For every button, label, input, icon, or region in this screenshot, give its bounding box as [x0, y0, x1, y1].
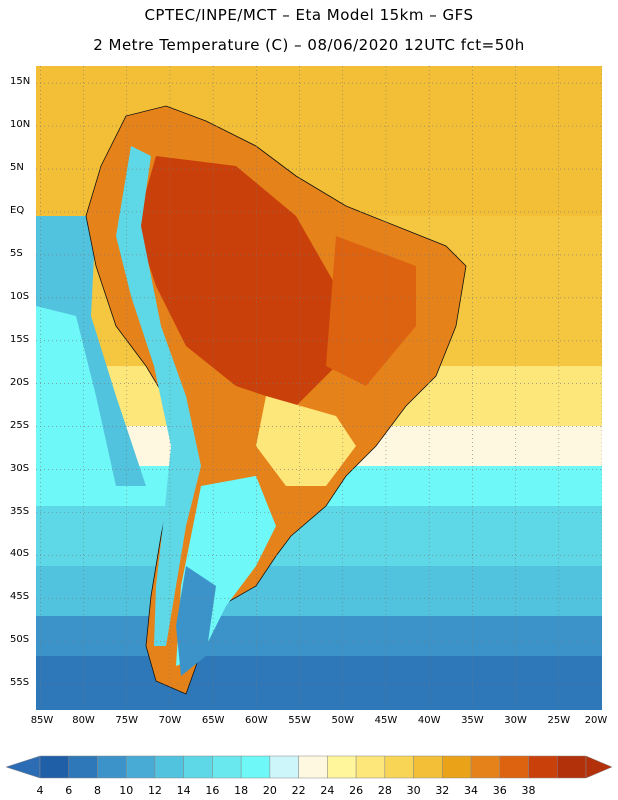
latitude-tick-label: 10N	[10, 119, 31, 131]
longitude-tick-label: 55W	[288, 715, 311, 726]
latitude-tick-label: 20S	[10, 376, 30, 388]
latitude-tick-label: 50S	[10, 634, 30, 646]
longitude-tick-label: 80W	[72, 715, 95, 726]
colorbar-tick-label: 22	[291, 784, 306, 797]
latitude-tick-label: 5S	[10, 247, 23, 259]
chart-title-line2: 2 Metre Temperature (C) – 08/06/2020 12U…	[93, 36, 525, 54]
longitude-tick-label: 40W	[417, 715, 441, 726]
latitude-tick-label: 45S	[10, 591, 30, 603]
colorbar-segment	[240, 755, 271, 779]
colorbar-tick-label: 10	[119, 784, 134, 797]
amazon-hot-core	[136, 156, 336, 406]
longitude-tick-label: 20W	[584, 715, 608, 726]
colorbar-segment	[298, 755, 328, 779]
northeast-hot-region	[326, 236, 416, 386]
colorbar-segment	[327, 755, 357, 779]
colorbar-segment	[125, 755, 156, 779]
latitude-tick-label: 5N	[10, 162, 24, 174]
temperature-map	[36, 66, 602, 710]
colorbar-segment	[355, 755, 386, 779]
colorbar-tick-label: 6	[65, 784, 73, 797]
colorbar-segment	[183, 755, 213, 779]
colorbar-tick-label: 26	[349, 784, 364, 797]
latitude-tick-label: 55S	[10, 677, 30, 689]
longitude-tick-label: 45W	[374, 715, 398, 726]
ocean-cool-band-2	[36, 506, 602, 566]
colorbar-segment	[499, 755, 529, 779]
latitude-tick-label: 15S	[10, 333, 30, 345]
longitude-tick-label: 75W	[115, 715, 139, 726]
colorbar-segment	[557, 755, 587, 779]
latitude-tick-label: 40S	[10, 548, 30, 560]
colorbar-tick-label: 14	[176, 784, 191, 797]
colorbar-segment	[97, 755, 127, 779]
longitude-tick-label: 30W	[504, 715, 527, 726]
longitude-tick-label: 65W	[201, 715, 225, 726]
colorbar-tick-label: 32	[435, 784, 450, 797]
latitude-tick-label: 10S	[10, 290, 30, 302]
latitude-tick-label: 15N	[10, 76, 31, 88]
colorbar-segment	[68, 755, 98, 779]
graticule	[36, 66, 602, 710]
latitude-tick-label: EQ	[10, 204, 25, 216]
temperature-colorbar	[5, 755, 613, 779]
colorbar-tick-label: 28	[377, 784, 392, 797]
latitude-tick-label: 35S	[10, 505, 30, 517]
colorbar-tick-label: 38	[521, 784, 536, 797]
colorbar-segment	[269, 755, 299, 779]
colorbar-tick-label: 30	[406, 784, 421, 797]
colorbar-segment	[39, 755, 69, 779]
latitude-tick-label: 25S	[10, 419, 30, 431]
colorbar-over-arrow	[585, 755, 613, 779]
andes-cool-strip	[116, 146, 201, 646]
longitude-tick-label: 50W	[331, 715, 355, 726]
ocean-polar-band	[36, 656, 602, 710]
colorbar-segment	[413, 755, 443, 779]
ocean-cold-band-2	[36, 616, 602, 656]
chart-title-line1: CPTEC/INPE/MCT – Eta Model 15km – GFS	[144, 6, 474, 24]
pacific-coastal-band	[36, 306, 116, 486]
colorbar-tick-label: 16	[205, 784, 220, 797]
longitude-tick-label: 25W	[547, 715, 571, 726]
colorbar-segment	[384, 755, 414, 779]
colorbar-tick-label: 36	[492, 784, 507, 797]
longitude-tick-label: 85W	[30, 715, 54, 726]
colorbar-tick-label: 8	[93, 784, 101, 797]
longitude-tick-label: 70W	[158, 715, 182, 726]
colorbar-segment	[470, 755, 501, 779]
colorbar-tick-label: 18	[234, 784, 249, 797]
colorbar-under-arrow	[5, 755, 41, 779]
colorbar-tick-label: 12	[147, 784, 162, 797]
colorbar-tick-label: 34	[464, 784, 479, 797]
longitude-tick-label: 35W	[461, 715, 484, 726]
colorbar-segment	[154, 755, 184, 779]
colorbar-tick-label: 4	[36, 784, 44, 797]
colorbar-tick-label: 20	[262, 784, 277, 797]
southeast-mild	[256, 396, 356, 486]
patagonia-cold	[176, 566, 216, 676]
ocean-cold-band	[36, 566, 602, 616]
colorbar-segment	[442, 755, 472, 779]
colorbar-tick-label: 24	[320, 784, 335, 797]
colorbar-segment	[528, 755, 558, 779]
longitude-tick-label: 60W	[245, 715, 268, 726]
colorbar-segment	[212, 755, 242, 779]
latitude-tick-label: 30S	[10, 462, 30, 474]
